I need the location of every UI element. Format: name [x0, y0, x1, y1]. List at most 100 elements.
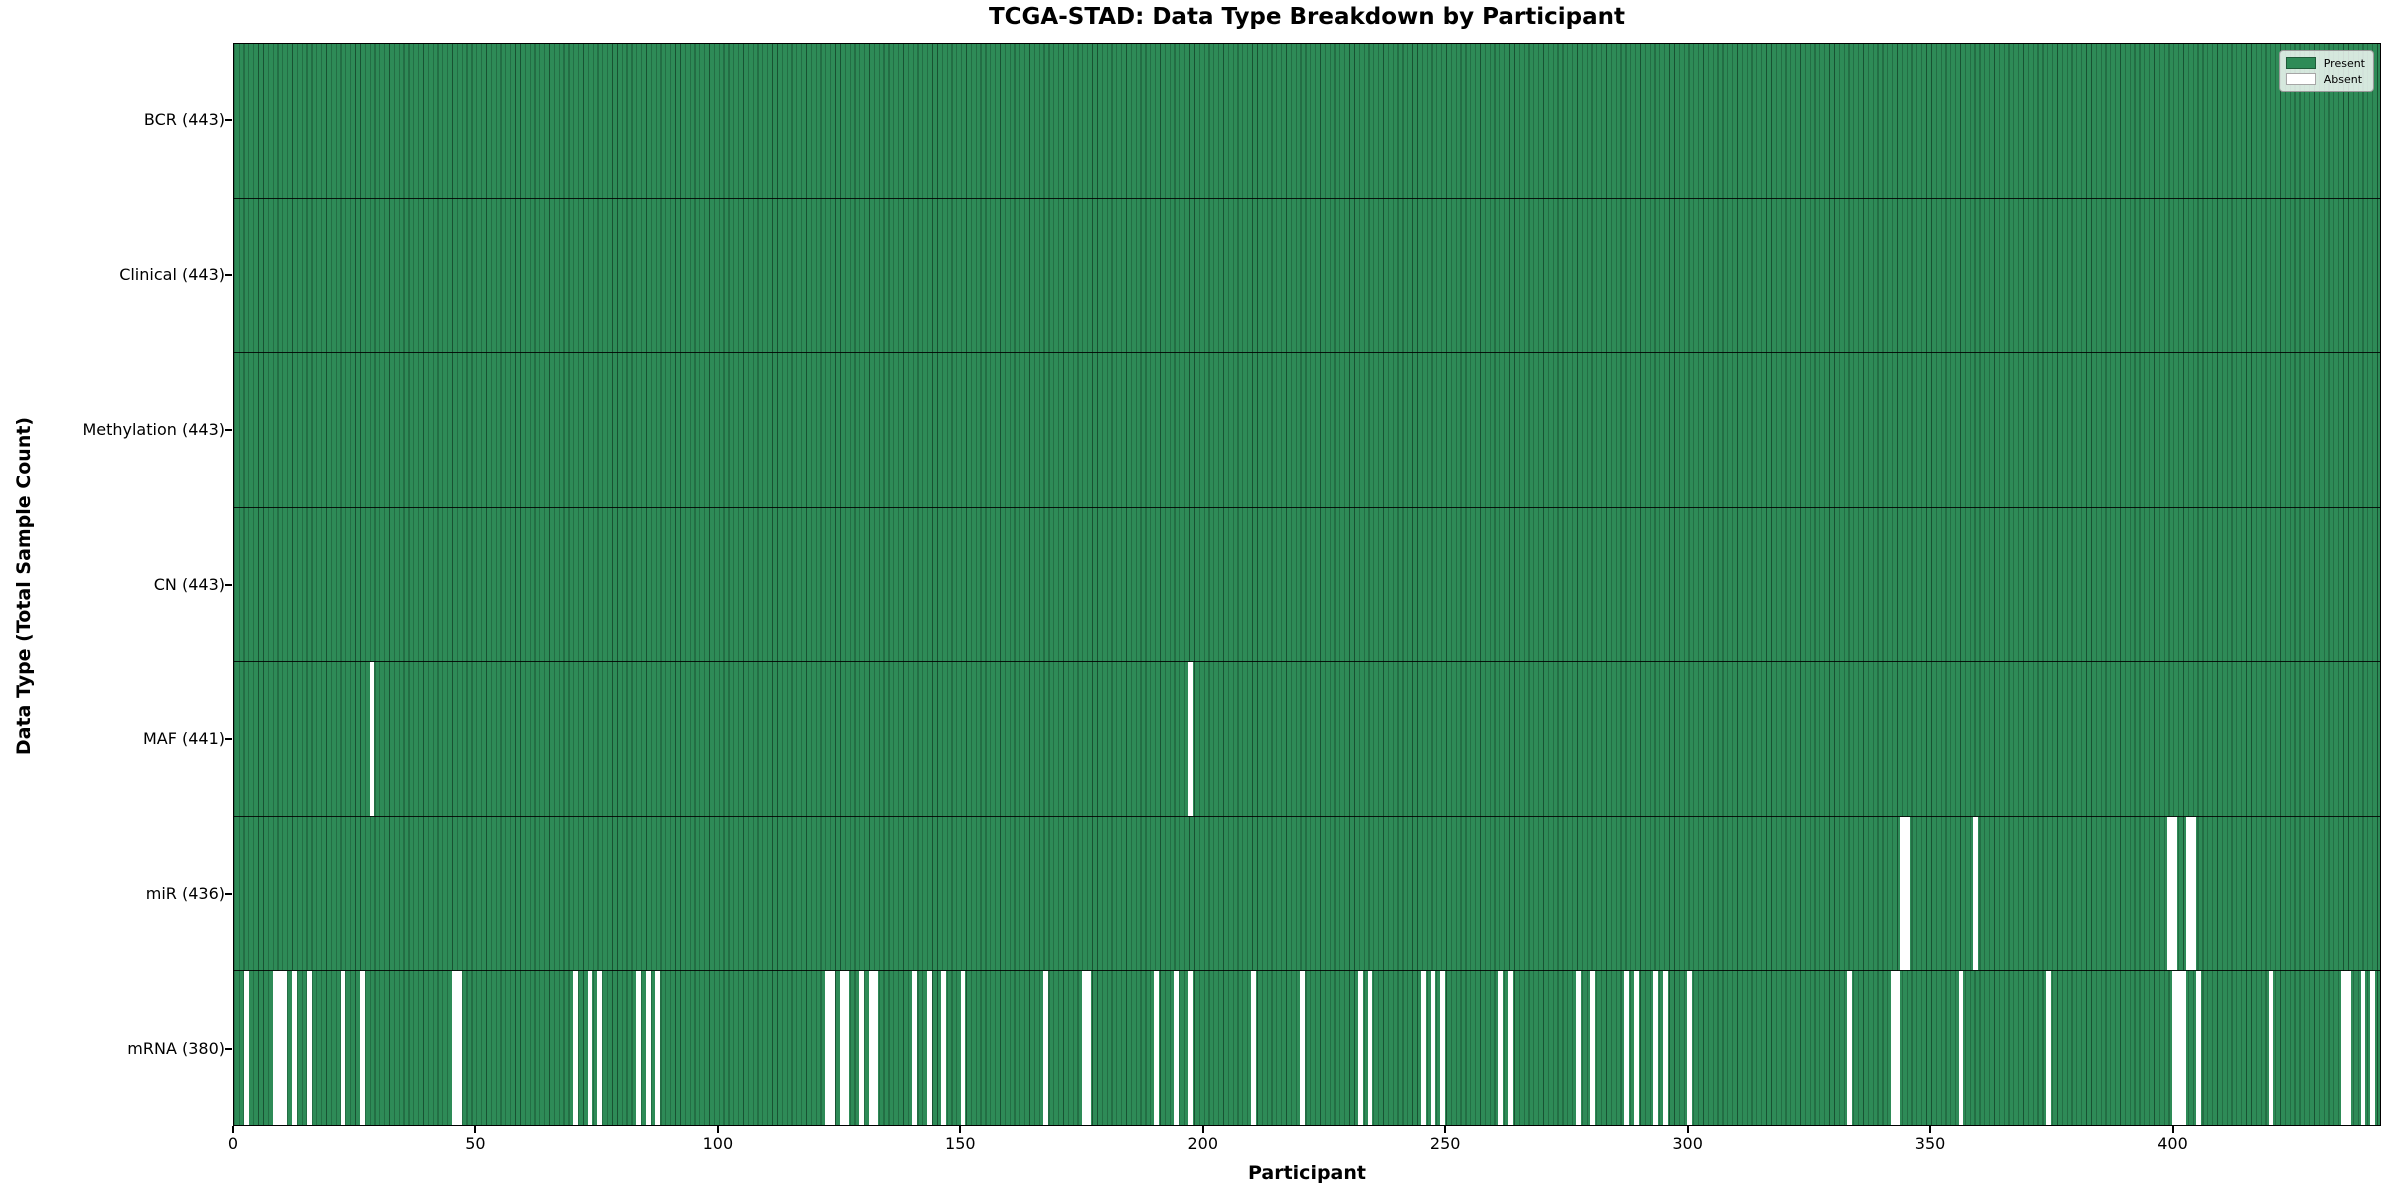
absent-mark-mir-344	[1900, 816, 1906, 971]
legend: Present Absent	[2278, 50, 2374, 92]
absent-mark-mir-399	[2166, 816, 2172, 971]
row-bcr	[234, 44, 2380, 198]
absent-mark-mrna-277	[1575, 971, 1581, 1126]
absent-mark-mir-400	[2171, 816, 2177, 971]
absent-mark-mir-345	[1905, 816, 1911, 971]
absent-mark-mrna-300	[1687, 971, 1693, 1126]
ytick-label-mir: miR (436)	[145, 883, 225, 903]
absent-swatch	[2285, 73, 2316, 85]
absent-mark-mrna-374	[2045, 971, 2051, 1126]
xtick-mark-150	[959, 1126, 962, 1133]
xtick-mark-250	[1444, 1126, 1447, 1133]
ytick-label-clinical: Clinical (443)	[119, 265, 225, 285]
absent-mark-mrna-87	[655, 971, 661, 1126]
absent-mark-mrna-70	[573, 971, 578, 1126]
absent-mark-mrna-22	[340, 971, 346, 1126]
absent-mark-mrna-342	[1890, 971, 1896, 1126]
absent-mark-mrna-247	[1430, 971, 1436, 1126]
absent-mark-mrna-176	[1086, 971, 1092, 1126]
ytick-label-cn: CN (443)	[153, 574, 225, 594]
absent-mark-mrna-435	[2341, 971, 2347, 1126]
row-cn	[234, 506, 2380, 662]
absent-mark-mrna-123	[829, 971, 835, 1126]
absent-mark-mrna-146	[941, 971, 947, 1126]
absent-mark-mrna-234	[1367, 971, 1373, 1126]
absent-mark-mrna-263	[1508, 971, 1513, 1126]
xtick-label-150: 150	[945, 1134, 976, 1153]
absent-mark-mrna-143	[926, 971, 932, 1126]
xtick-label-350: 350	[1914, 1134, 1946, 1153]
ytick-mark-cn	[225, 583, 232, 586]
absent-mark-mrna-197	[1188, 971, 1194, 1126]
ytick-mark-methylation	[225, 428, 232, 431]
absent-mark-mrna-83	[636, 971, 641, 1126]
ytick-mark-mir	[225, 892, 232, 895]
absent-mark-mrna-402	[2181, 971, 2187, 1126]
xtick-label-400: 400	[2157, 1134, 2188, 1153]
xtick-label-0: 0	[227, 1134, 239, 1153]
legend-item-present: Present	[2285, 55, 2365, 71]
absent-mark-mrna-439	[2360, 971, 2366, 1126]
absent-mark-mrna-261	[1498, 971, 1504, 1126]
absent-mark-mrna-125	[839, 971, 845, 1126]
absent-mark-mrna-12	[292, 971, 297, 1126]
absent-mark-mrna-167	[1042, 971, 1048, 1126]
x-axis-label: Participant	[1247, 1162, 1366, 1184]
absent-mark-mrna-129	[858, 971, 864, 1126]
xtick-label-250: 250	[1429, 1134, 1461, 1153]
absent-mark-mrna-8	[272, 971, 278, 1126]
absent-mark-mrna-131	[868, 971, 874, 1126]
xtick-label-50: 50	[465, 1134, 486, 1153]
ytick-mark-mrna	[225, 1047, 232, 1050]
absent-mark-mrna-73	[587, 971, 593, 1126]
absent-mark-maf-197	[1188, 662, 1194, 816]
absent-mark-mrna-26	[359, 971, 365, 1126]
absent-mark-maf-28	[369, 662, 375, 816]
absent-mark-mrna-441	[2370, 971, 2376, 1126]
absent-mark-mrna-132	[873, 971, 879, 1126]
xtick-mark-50	[474, 1126, 477, 1133]
absent-mark-mrna-194	[1173, 971, 1179, 1126]
legend-present-label: Present	[2323, 56, 2365, 70]
absent-mark-mrna-45	[451, 971, 457, 1126]
row-clinical	[234, 197, 2380, 353]
absent-mark-mrna-85	[645, 971, 651, 1126]
absent-mark-mrna-356	[1958, 971, 1964, 1126]
ytick-label-bcr: BCR (443)	[143, 110, 225, 130]
xtick-mark-100	[716, 1126, 719, 1133]
absent-mark-mrna-190	[1154, 971, 1160, 1126]
absent-mark-mir-404	[2191, 816, 2196, 971]
absent-mark-mrna-175	[1081, 971, 1087, 1126]
plot-area: Present Absent	[233, 43, 2381, 1126]
row-methylation	[234, 352, 2380, 507]
xtick-label-100: 100	[702, 1134, 734, 1153]
absent-mark-mrna-436	[2346, 971, 2351, 1126]
absent-mark-mrna-140	[912, 971, 918, 1126]
absent-mark-mrna-333	[1847, 971, 1852, 1126]
xtick-mark-300	[1686, 1126, 1689, 1133]
xtick-label-300: 300	[1672, 1134, 1703, 1153]
absent-mark-mrna-245	[1420, 971, 1426, 1126]
absent-mark-mrna-401	[2176, 971, 2182, 1126]
ytick-label-mrna: mRNA (380)	[127, 1038, 225, 1058]
xtick-mark-200	[1201, 1126, 1204, 1133]
absent-mark-mrna-220	[1299, 971, 1305, 1126]
absent-mark-mir-359	[1973, 816, 1978, 971]
row-maf	[234, 661, 2380, 816]
absent-mark-mrna-150	[960, 971, 966, 1126]
present-swatch	[2285, 57, 2316, 69]
ytick-mark-clinical	[225, 274, 232, 277]
absent-mark-mrna-232	[1357, 971, 1363, 1126]
xtick-mark-350	[1929, 1126, 1932, 1133]
row-mrna	[234, 970, 2380, 1126]
absent-mark-mrna-420	[2268, 971, 2274, 1126]
absent-mark-mrna-210	[1251, 971, 1257, 1126]
absent-mark-mrna-75	[597, 971, 603, 1126]
absent-mark-mrna-405	[2195, 971, 2201, 1126]
absent-mark-mrna-126	[844, 971, 850, 1126]
xtick-mark-400	[2171, 1126, 2174, 1133]
ytick-mark-bcr	[225, 119, 232, 122]
absent-mark-mrna-46	[456, 971, 462, 1126]
absent-mark-mrna-2	[243, 971, 249, 1126]
legend-absent-label: Absent	[2323, 72, 2363, 86]
